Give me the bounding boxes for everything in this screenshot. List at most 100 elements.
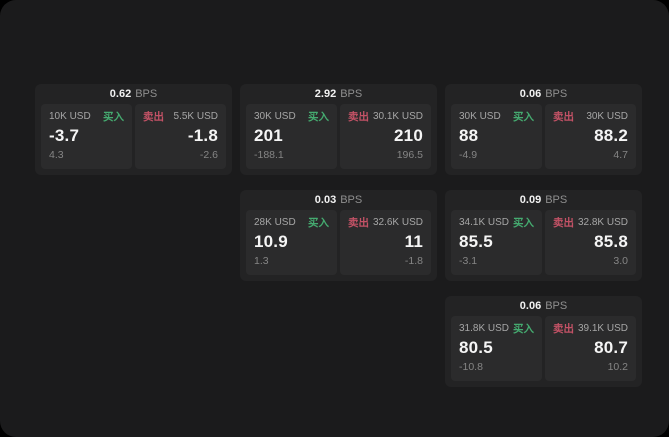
buy-label: 买入 — [513, 111, 534, 123]
sell-label: 卖出 — [143, 111, 164, 123]
buy-panel-header: 10K USD 买入 — [49, 111, 124, 123]
buy-panel-header: 30K USD 买入 — [254, 111, 329, 123]
quote-card[interactable]: 0.06 BPS 30K USD 买入 88 -4.9 卖出 30K USD 8… — [445, 84, 642, 175]
buy-amount: 31.8K USD — [459, 323, 510, 334]
bps-value: 0.06 — [519, 88, 542, 100]
quote-panels: 28K USD 买入 10.9 1.3 卖出 32.6K USD 11 -1.8 — [240, 210, 437, 275]
buy-delta: -4.9 — [459, 149, 478, 161]
bps-unit: BPS — [340, 88, 363, 100]
bps-unit: BPS — [340, 194, 363, 206]
buy-price: 88 — [459, 126, 479, 145]
sell-panel[interactable]: 卖出 5.5K USD -1.8 -2.6 — [135, 104, 226, 169]
sell-panel-header: 卖出 30K USD — [553, 111, 628, 123]
bps-unit: BPS — [545, 88, 568, 100]
buy-delta: 1.3 — [254, 255, 269, 267]
sell-price: 80.7 — [594, 338, 628, 357]
buy-panel[interactable]: 30K USD 买入 201 -188.1 — [246, 104, 337, 169]
buy-delta: -188.1 — [254, 149, 284, 161]
sell-delta: 196.5 — [396, 149, 423, 161]
sell-price: 11 — [404, 232, 423, 251]
sell-panel-header: 卖出 30.1K USD — [348, 111, 423, 123]
sell-panel-header: 卖出 32.8K USD — [553, 217, 628, 229]
buy-amount: 28K USD — [254, 217, 296, 228]
sell-price: 88.2 — [594, 126, 628, 145]
sell-panel-header: 卖出 32.6K USD — [348, 217, 423, 229]
buy-panel[interactable]: 34.1K USD 买入 85.5 -3.1 — [451, 210, 542, 275]
buy-delta: 4.3 — [49, 149, 64, 161]
buy-amount: 30K USD — [459, 111, 501, 122]
sell-panel-header: 卖出 5.5K USD — [143, 111, 218, 123]
bps-value: 0.09 — [519, 194, 542, 206]
sell-delta: 10.2 — [607, 361, 628, 373]
bps-value: 0.62 — [109, 88, 132, 100]
sell-price: -1.8 — [187, 126, 218, 145]
card-header: 0.06 BPS — [445, 84, 642, 104]
buy-panel[interactable]: 31.8K USD 买入 80.5 -10.8 — [451, 316, 542, 381]
buy-panel-header: 34.1K USD 买入 — [459, 217, 534, 229]
buy-panel[interactable]: 10K USD 买入 -3.7 4.3 — [41, 104, 132, 169]
sell-delta: -2.6 — [199, 149, 218, 161]
quote-panels: 31.8K USD 买入 80.5 -10.8 卖出 39.1K USD 80.… — [445, 316, 642, 381]
buy-delta: -3.1 — [459, 255, 478, 267]
quote-panels: 30K USD 买入 88 -4.9 卖出 30K USD 88.2 4.7 — [445, 104, 642, 169]
card-header: 0.09 BPS — [445, 190, 642, 210]
bps-unit: BPS — [545, 300, 568, 312]
sell-label: 卖出 — [553, 323, 574, 335]
buy-price: 80.5 — [459, 338, 493, 357]
sell-amount: 30.1K USD — [372, 111, 423, 122]
buy-amount: 34.1K USD — [459, 217, 510, 228]
sell-amount: 39.1K USD — [577, 323, 628, 334]
buy-price: 85.5 — [459, 232, 493, 251]
quote-card[interactable]: 0.09 BPS 34.1K USD 买入 85.5 -3.1 卖出 32.8K… — [445, 190, 642, 281]
buy-amount: 30K USD — [254, 111, 296, 122]
buy-price: 201 — [254, 126, 283, 145]
sell-delta: -1.8 — [404, 255, 423, 267]
buy-panel[interactable]: 30K USD 买入 88 -4.9 — [451, 104, 542, 169]
buy-panel-header: 30K USD 买入 — [459, 111, 534, 123]
sell-amount: 32.8K USD — [577, 217, 628, 228]
sell-panel[interactable]: 卖出 30.1K USD 210 196.5 — [340, 104, 431, 169]
buy-amount: 10K USD — [49, 111, 91, 122]
card-header: 0.03 BPS — [240, 190, 437, 210]
sell-amount: 5.5K USD — [173, 111, 218, 122]
sell-label: 卖出 — [348, 217, 369, 229]
sell-amount: 30K USD — [586, 111, 628, 122]
quote-panels: 10K USD 买入 -3.7 4.3 卖出 5.5K USD -1.8 -2.… — [35, 104, 232, 169]
buy-label: 买入 — [513, 323, 534, 335]
sell-delta: 3.0 — [613, 255, 628, 267]
sell-amount: 32.6K USD — [372, 217, 423, 228]
quote-card[interactable]: 0.06 BPS 31.8K USD 买入 80.5 -10.8 卖出 39.1… — [445, 296, 642, 387]
quote-card[interactable]: 0.03 BPS 28K USD 买入 10.9 1.3 卖出 32.6K US… — [240, 190, 437, 281]
buy-price: -3.7 — [49, 126, 80, 145]
buy-price: 10.9 — [254, 232, 288, 251]
quote-panels: 30K USD 买入 201 -188.1 卖出 30.1K USD 210 1… — [240, 104, 437, 169]
sell-panel-header: 卖出 39.1K USD — [553, 323, 628, 335]
sell-label: 卖出 — [553, 111, 574, 123]
buy-panel[interactable]: 28K USD 买入 10.9 1.3 — [246, 210, 337, 275]
sell-panel[interactable]: 卖出 32.6K USD 11 -1.8 — [340, 210, 431, 275]
buy-panel-header: 28K USD 买入 — [254, 217, 329, 229]
quote-card[interactable]: 0.62 BPS 10K USD 买入 -3.7 4.3 卖出 5.5K USD… — [35, 84, 232, 175]
sell-panel[interactable]: 卖出 30K USD 88.2 4.7 — [545, 104, 636, 169]
buy-delta: -10.8 — [459, 361, 483, 373]
card-header: 0.62 BPS — [35, 84, 232, 104]
sell-price: 210 — [394, 126, 423, 145]
buy-panel-header: 31.8K USD 买入 — [459, 323, 534, 335]
buy-label: 买入 — [308, 111, 329, 123]
sell-delta: 4.7 — [613, 149, 628, 161]
quote-panels: 34.1K USD 买入 85.5 -3.1 卖出 32.8K USD 85.8… — [445, 210, 642, 275]
quote-card[interactable]: 2.92 BPS 30K USD 买入 201 -188.1 卖出 30.1K … — [240, 84, 437, 175]
sell-price: 85.8 — [594, 232, 628, 251]
buy-label: 买入 — [308, 217, 329, 229]
sell-label: 卖出 — [348, 111, 369, 123]
sell-panel[interactable]: 卖出 32.8K USD 85.8 3.0 — [545, 210, 636, 275]
sell-panel[interactable]: 卖出 39.1K USD 80.7 10.2 — [545, 316, 636, 381]
bps-value: 0.06 — [519, 300, 542, 312]
bps-unit: BPS — [135, 88, 158, 100]
buy-label: 买入 — [513, 217, 534, 229]
buy-label: 买入 — [103, 111, 124, 123]
card-header: 0.06 BPS — [445, 296, 642, 316]
sell-label: 卖出 — [553, 217, 574, 229]
bps-unit: BPS — [545, 194, 568, 206]
